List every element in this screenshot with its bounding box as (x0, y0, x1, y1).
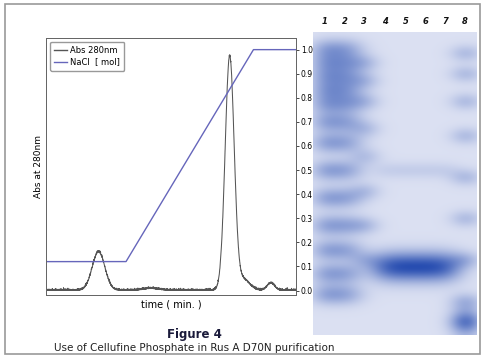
Y-axis label: NaCl [ M ]: NaCl [ M ] (315, 144, 324, 189)
Y-axis label: Abs at 280nm: Abs at 280nm (34, 135, 43, 198)
Text: Use of Cellufine Phosphate in Rus A D70N purification: Use of Cellufine Phosphate in Rus A D70N… (54, 343, 333, 353)
Text: 5: 5 (402, 17, 408, 26)
Text: 6: 6 (422, 17, 427, 26)
Text: 8: 8 (461, 17, 467, 26)
Legend: Abs 280nm, NaCl  [ mol]: Abs 280nm, NaCl [ mol] (50, 42, 124, 71)
Text: 3: 3 (361, 17, 366, 26)
Text: 4: 4 (382, 17, 388, 26)
Text: 1: 1 (321, 17, 327, 26)
X-axis label: time ( min. ): time ( min. ) (140, 300, 201, 310)
Text: 2: 2 (341, 17, 347, 26)
Text: 7: 7 (441, 17, 447, 26)
Text: Figure 4: Figure 4 (166, 328, 221, 340)
